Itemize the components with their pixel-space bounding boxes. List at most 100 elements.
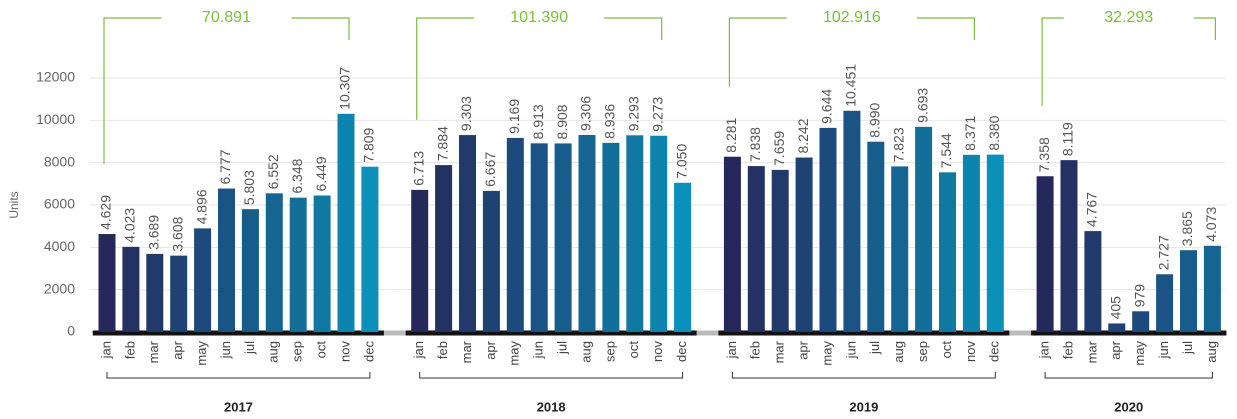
- bar: [1060, 160, 1078, 332]
- x-tick-label: nov: [337, 341, 352, 362]
- x-tick-label: jan: [724, 341, 739, 359]
- x-tick-label: jul: [1180, 341, 1195, 355]
- y-axis-label: Units: [7, 191, 21, 218]
- bar: [650, 135, 668, 332]
- x-tick-label: sep: [915, 341, 930, 362]
- x-tick-label: jan: [1037, 341, 1052, 359]
- value-label: 9.303: [458, 96, 474, 131]
- x-tick-label: jul: [242, 341, 257, 355]
- x-tick-label: nov: [963, 341, 978, 362]
- bar: [361, 166, 379, 332]
- bar: [337, 113, 355, 332]
- value-label: 7.884: [434, 126, 450, 161]
- value-label: 4.896: [193, 189, 209, 224]
- value-label: 7.809: [361, 127, 377, 162]
- bar: [122, 246, 140, 332]
- bar: [98, 234, 116, 332]
- x-tick-label: dec: [674, 341, 689, 362]
- x-tick-label: mar: [772, 340, 787, 363]
- bar: [313, 195, 331, 332]
- x-tick-label: may: [507, 341, 522, 366]
- x-tick-label: may: [1132, 341, 1147, 366]
- y-tick-label: 8000: [44, 153, 75, 169]
- value-label: 8.936: [602, 104, 618, 139]
- bar: [891, 166, 909, 332]
- value-label: 8.990: [867, 102, 883, 137]
- value-label: 10.451: [843, 64, 859, 107]
- total-label: 101.390: [510, 9, 568, 26]
- value-label: 3.865: [1179, 211, 1195, 246]
- y-tick-label: 10000: [36, 111, 75, 127]
- bar: [626, 135, 644, 332]
- value-label: 8.119: [1060, 122, 1076, 156]
- x-tick-label: feb: [435, 341, 450, 359]
- x-tick-label: sep: [290, 341, 305, 362]
- bar: [674, 182, 692, 332]
- value-label: 9.644: [819, 89, 835, 124]
- value-label: 7.544: [938, 133, 954, 168]
- y-tick-label: 0: [67, 323, 75, 339]
- year-bracket: [731, 372, 996, 379]
- year-label: 2018: [537, 399, 566, 414]
- x-tick-label: apr: [1108, 340, 1123, 359]
- value-label: 3.608: [169, 216, 185, 251]
- value-label: 4.073: [1203, 207, 1219, 242]
- value-label: 4.023: [122, 208, 138, 243]
- x-tick-label: jun: [531, 341, 546, 359]
- value-label: 6.552: [265, 154, 281, 189]
- x-tick-label: apr: [483, 340, 498, 359]
- value-label: 6.777: [217, 149, 233, 184]
- total-label: 70.891: [202, 9, 251, 26]
- bar: [1180, 250, 1197, 332]
- total-bracket: [1041, 17, 1216, 107]
- y-tick-label: 2000: [44, 280, 75, 296]
- x-tick-label: jul: [555, 341, 570, 355]
- y-tick-label: 6000: [44, 196, 75, 212]
- x-tick-label: dec: [361, 341, 376, 362]
- y-tick-label: 4000: [44, 238, 75, 254]
- x-tick-label: jan: [98, 341, 113, 359]
- x-tick-label: apr: [170, 340, 185, 359]
- value-label: 7.659: [771, 131, 787, 166]
- value-label: 2.727: [1155, 235, 1171, 270]
- x-tick-label: nov: [650, 341, 665, 362]
- bar: [506, 137, 524, 332]
- bar: [146, 253, 164, 332]
- x-tick-label: aug: [578, 341, 593, 363]
- value-label: 8.380: [986, 115, 1002, 150]
- total-bracket: [103, 17, 350, 165]
- bar: [435, 165, 453, 332]
- x-tick-label: aug: [266, 341, 281, 363]
- bar: [530, 143, 548, 332]
- bar: [795, 157, 813, 332]
- bar: [241, 209, 259, 332]
- year-bracket: [106, 372, 371, 379]
- bar: [1156, 274, 1174, 332]
- value-label: 9.273: [649, 96, 665, 131]
- value-label: 5.803: [241, 170, 257, 205]
- total-bracket: [416, 17, 663, 120]
- x-tick-label: jun: [843, 341, 858, 359]
- x-tick-label: aug: [1204, 341, 1219, 363]
- total-label: 32.293: [1104, 9, 1153, 26]
- value-label: 405: [1108, 296, 1124, 320]
- x-tick-label: jun: [1156, 341, 1171, 359]
- value-label: 9.693: [914, 88, 930, 123]
- value-label: 4.767: [1084, 192, 1100, 227]
- x-tick-label: may: [819, 341, 834, 366]
- x-tick-label: may: [194, 341, 209, 366]
- total-label: 102.916: [823, 9, 881, 26]
- bar: [986, 154, 1004, 332]
- value-label: 7.358: [1036, 137, 1052, 172]
- value-label: 8.913: [530, 104, 546, 139]
- value-label: 6.713: [410, 151, 426, 186]
- year-label: 2017: [224, 399, 253, 414]
- value-label: 8.371: [962, 116, 978, 151]
- bar: [819, 127, 837, 332]
- x-tick-label: jun: [218, 341, 233, 359]
- value-label: 8.242: [795, 118, 811, 153]
- x-tick-label: jan: [411, 341, 426, 359]
- x-tick-label: oct: [314, 341, 329, 359]
- bar: [843, 110, 861, 332]
